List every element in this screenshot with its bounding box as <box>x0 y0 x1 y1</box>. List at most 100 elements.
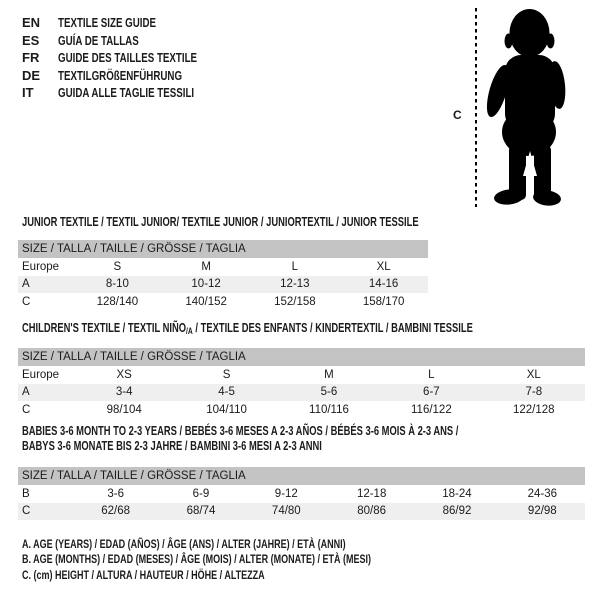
size-value-cell: L <box>291 260 299 273</box>
row-label-cell: C <box>18 502 73 520</box>
row-label-cell: C <box>22 403 31 416</box>
size-value-cell: 3-4 <box>73 383 176 401</box>
babies-table-title: BABIES 3-6 MONTH TO 2-3 YEARS / BEBÉS 3-… <box>22 424 458 454</box>
size-value-cell: XL <box>376 260 391 273</box>
size-value-cell: 74/80 <box>243 502 329 520</box>
legend: A. AGE (YEARS) / EDAD (AÑOS) / ÂGE (ANS)… <box>22 537 487 583</box>
size-value-cell: 104/110 <box>206 403 247 416</box>
row-label-cell: C <box>22 295 31 308</box>
language-code: IT <box>22 85 34 101</box>
children-size-table: SIZE / TALLA / TAILLE / GRÖSSE / TAGLIA … <box>18 348 585 419</box>
children-section: CHILDREN'S TEXTILE / TEXTIL NIÑO/A / TEX… <box>18 321 600 419</box>
children-title-text: / TEXTILE DES ENFANTS / KINDERTEXTIL / B… <box>192 321 473 335</box>
size-value-cell: 68/74 <box>158 502 244 520</box>
junior-section: JUNIOR TEXTILE / TEXTIL JUNIOR/ TEXTILE … <box>18 215 551 311</box>
size-value-cell: 80/86 <box>328 502 415 520</box>
table-row-height: C 62/68 68/74 74/80 80/86 86/92 92/98 <box>18 502 585 520</box>
row-label-cell: B <box>22 487 30 500</box>
language-row-en: EN TEXTILE SIZE GUIDE <box>22 14 243 32</box>
babies-title-line1: BABIES 3-6 MONTH TO 2-3 YEARS / BEBÉS 3-… <box>22 424 459 438</box>
children-table-title: CHILDREN'S TEXTILE / TEXTIL NIÑO/A / TEX… <box>22 321 473 339</box>
size-header-cell: SIZE / TALLA / TAILLE / GRÖSSE / TAGLIA <box>18 240 428 258</box>
size-value-cell: 6-9 <box>192 487 210 500</box>
language-label: GUIDA ALLE TAGLIE TESSILI <box>58 85 195 101</box>
size-value-cell: 86/92 <box>414 502 500 520</box>
language-label: TEXTILGRÖßENFÜHRUNG <box>58 67 183 83</box>
size-value-cell: 18-24 <box>442 487 472 500</box>
height-measure-label: C <box>453 108 462 122</box>
size-value-cell: 7-8 <box>482 383 585 401</box>
size-value-cell: XS <box>116 368 132 381</box>
language-row-it: IT GUIDA ALLE TAGLIE TESSILI <box>22 84 243 102</box>
size-value-cell: 12-13 <box>250 275 340 293</box>
size-header-row: SIZE / TALLA / TAILLE / GRÖSSE / TAGLIA <box>18 467 585 485</box>
row-label-cell: Europe <box>22 368 60 381</box>
size-header-row: SIZE / TALLA / TAILLE / GRÖSSE / TAGLIA <box>18 240 428 258</box>
table-row-age-months: B 3-6 6-9 9-12 12-18 18-24 24-36 <box>18 485 585 503</box>
table-row-height: C 98/104 104/110 110/116 116/122 122/128 <box>18 401 585 419</box>
baby-silhouette-shape <box>486 9 566 206</box>
language-label: TEXTILE SIZE GUIDE <box>58 15 157 31</box>
language-code: FR <box>22 50 40 66</box>
children-title-subscript: /A <box>186 326 193 336</box>
babies-size-table: SIZE / TALLA / TAILLE / GRÖSSE / TAGLIA … <box>18 467 585 520</box>
table-row-height: C 128/140 140/152 152/158 158/170 <box>18 293 428 311</box>
size-value-cell: 24-36 <box>527 487 558 500</box>
size-value-cell: 110/116 <box>309 403 349 416</box>
size-value-cell: 14-16 <box>339 275 428 293</box>
language-row-es: ES GUÍA DE TALLAS <box>22 32 243 50</box>
language-code: ES <box>22 32 40 48</box>
size-value-cell: 4-5 <box>175 383 278 401</box>
size-value-cell: 9-12 <box>274 487 298 500</box>
baby-silhouette-icon <box>475 8 566 207</box>
size-value-cell: 122/128 <box>512 403 555 416</box>
legend-line-c: C. (cm) HEIGHT / ALTURA / HAUTEUR / HÖHE… <box>22 567 265 582</box>
size-value-cell: 10-12 <box>161 275 251 293</box>
size-value-cell: 8-10 <box>73 275 162 293</box>
size-value-cell: L <box>428 368 435 381</box>
size-value-cell: M <box>201 260 211 273</box>
table-row-age: A 8-10 10-12 12-13 14-16 <box>18 275 428 293</box>
size-value-cell: 3-6 <box>107 487 124 500</box>
size-value-cell: M <box>324 368 334 381</box>
table-row-europe: Europe XS S M L XL <box>18 366 585 384</box>
size-value-cell: 92/98 <box>499 502 585 520</box>
language-code: EN <box>22 15 41 31</box>
table-row-europe: Europe S M L XL <box>18 258 428 276</box>
size-value-cell: 5-6 <box>277 383 381 401</box>
size-value-cell: 128/140 <box>96 295 139 308</box>
size-header-row: SIZE / TALLA / TAILLE / GRÖSSE / TAGLIA <box>18 348 585 366</box>
legend-line-a: A. AGE (YEARS) / EDAD (AÑOS) / ÂGE (ANS)… <box>22 537 346 551</box>
size-value-cell: S <box>113 260 122 273</box>
language-row-de: DE TEXTILGRÖßENFÜHRUNG <box>22 67 243 85</box>
language-row-fr: FR GUIDE DES TAILLES TEXTILE <box>22 49 243 67</box>
size-value-cell: 6-7 <box>380 383 483 401</box>
junior-size-table: SIZE / TALLA / TAILLE / GRÖSSE / TAGLIA … <box>18 240 428 311</box>
babies-section: BABIES 3-6 MONTH TO 2-3 YEARS / BEBÉS 3-… <box>18 424 600 520</box>
babies-title-line2: BABYS 3-6 MONATE BIS 2-3 JAHRE / BAMBINI… <box>22 439 322 453</box>
language-label: GUIDE DES TAILLES TEXTILE <box>58 50 198 66</box>
size-value-cell: 140/152 <box>185 295 227 308</box>
children-title-text: CHILDREN'S TEXTILE / TEXTIL NIÑO <box>22 321 187 335</box>
row-label-cell: A <box>18 383 73 401</box>
junior-table-title: JUNIOR TEXTILE / TEXTIL JUNIOR/ TEXTILE … <box>22 215 419 229</box>
size-value-cell: 116/122 <box>411 403 452 416</box>
language-code: DE <box>22 67 41 83</box>
language-list: EN TEXTILE SIZE GUIDE ES GUÍA DE TALLAS … <box>22 14 243 102</box>
size-value-cell: 12-18 <box>356 487 387 500</box>
size-value-cell: S <box>222 368 231 381</box>
size-value-cell: XL <box>526 368 541 381</box>
row-label-cell: Europe <box>22 260 60 273</box>
size-value-cell: 152/158 <box>274 295 316 308</box>
baby-figure: C <box>445 5 575 215</box>
table-row-age: A 3-4 4-5 5-6 6-7 7-8 <box>18 383 585 401</box>
size-value-cell: 158/170 <box>362 295 405 308</box>
legend-line-b: B. AGE (MONTHS) / EDAD (MESES) / ÂGE (MO… <box>22 552 371 567</box>
row-label-cell: A <box>18 275 73 293</box>
size-value-cell: 98/104 <box>106 403 142 416</box>
size-value-cell: 62/68 <box>73 502 159 520</box>
language-label: GUÍA DE TALLAS <box>58 32 139 48</box>
size-header-cell: SIZE / TALLA / TAILLE / GRÖSSE / TAGLIA <box>18 348 585 366</box>
size-header-cell: SIZE / TALLA / TAILLE / GRÖSSE / TAGLIA <box>18 467 585 485</box>
